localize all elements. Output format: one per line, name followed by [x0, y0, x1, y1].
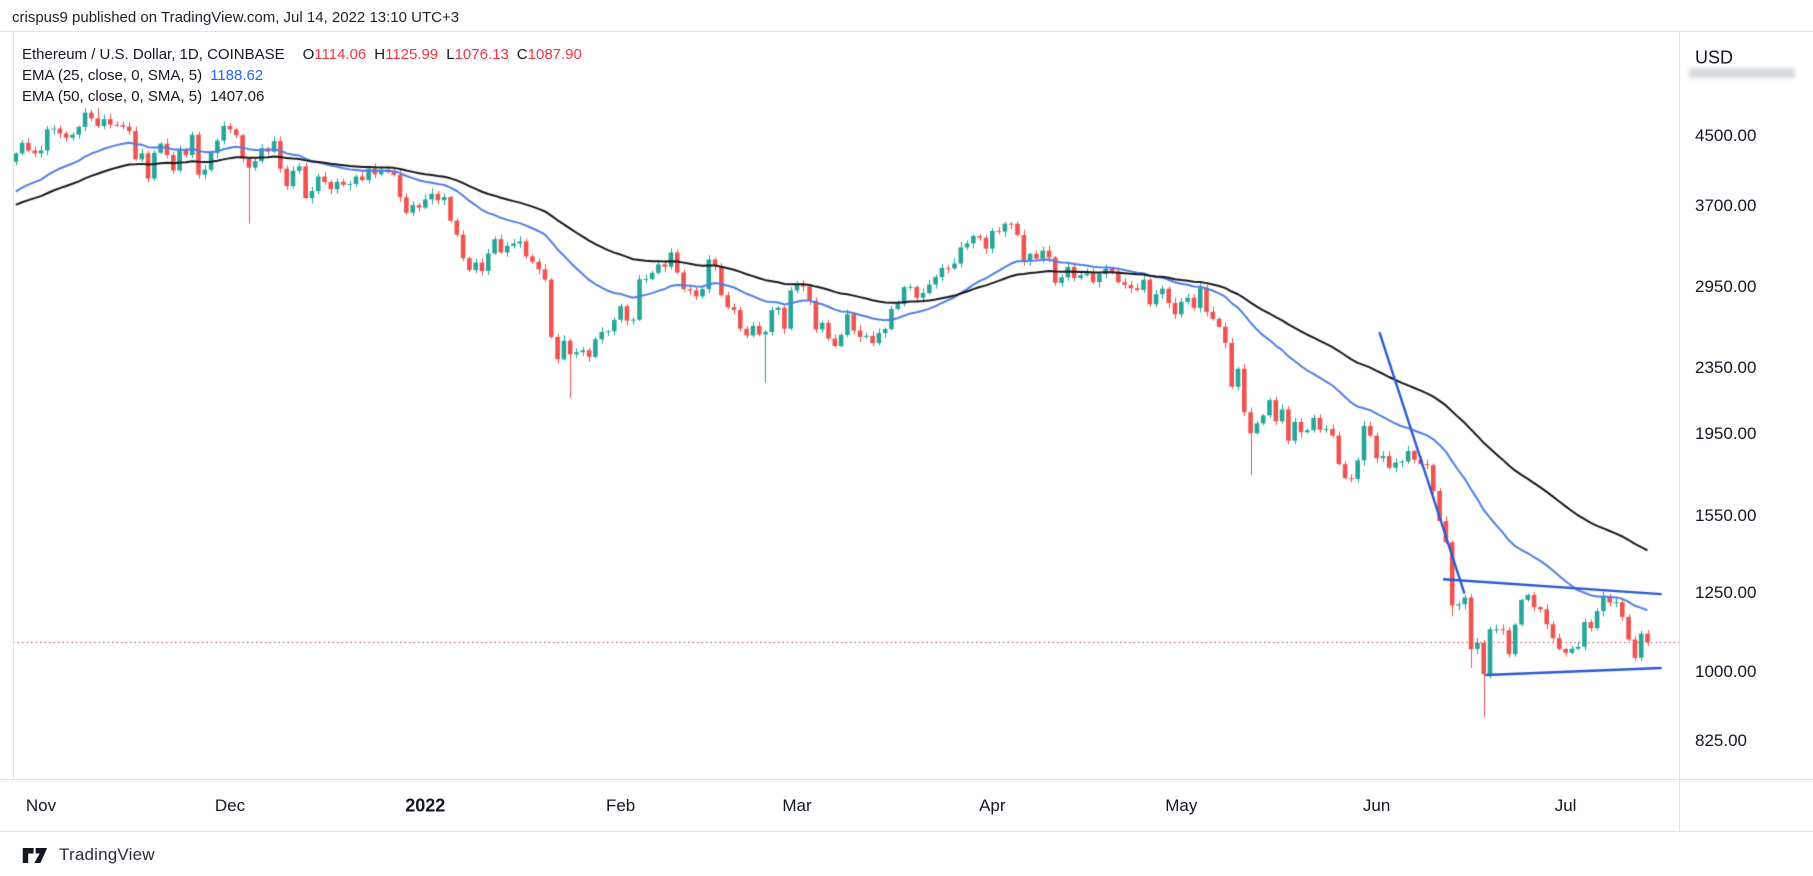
price-axis-divider: [1679, 31, 1680, 831]
price-tick: 825.00: [1695, 730, 1747, 750]
ohlc-low-value: 1076.13: [454, 46, 509, 63]
symbol-title: Ethereum / U.S. Dollar, 1D, COINBASE: [22, 46, 285, 63]
price-axis[interactable]: USD 4500.00 3700.00 2950.00 2350.00 1950.00 1…: [1680, 31, 1813, 779]
price-tick: 1950.00: [1695, 424, 1757, 444]
ema50-title: EMA (50, close, 0, SMA, 5): [22, 88, 203, 105]
legend-row-symbol[interactable]: Ethereum / U.S. Dollar, 1D, COINBASE O111…: [22, 44, 582, 65]
price-tick: 2950.00: [1695, 276, 1757, 296]
ohlc-open-value: 1114.06: [314, 46, 367, 63]
time-label: May: [1165, 795, 1198, 815]
time-axis[interactable]: Nov Dec 2022 Feb Mar Apr May Jun Jul: [0, 780, 1679, 831]
ohlc-high-label: H: [374, 46, 386, 63]
time-label: Mar: [782, 795, 812, 815]
time-label: Feb: [605, 795, 636, 815]
frame-border-left: [13, 31, 14, 779]
ohlc-low-label: L: [446, 46, 455, 63]
time-label: Jun: [1362, 795, 1391, 815]
ohlc-high-value: 1125.99: [385, 46, 439, 63]
ohlc-close-value: 1087.90: [527, 46, 582, 63]
price-tick: 1000.00: [1695, 662, 1757, 682]
time-label: Dec: [214, 795, 246, 815]
legend-row-ema25[interactable]: EMA (25, close, 0, SMA, 5) 1188.62: [22, 65, 582, 86]
frame-border-top: [0, 31, 1813, 32]
price-tick: 1250.00: [1695, 582, 1757, 602]
time-label: Nov: [25, 795, 57, 815]
chart-legend: Ethereum / U.S. Dollar, 1D, COINBASE O111…: [22, 44, 582, 107]
time-label: Apr: [979, 795, 1006, 815]
price-tick: 1550.00: [1695, 506, 1757, 526]
price-tick: 3700.00: [1695, 195, 1757, 215]
time-axis-divider: [0, 779, 1813, 780]
time-label: 2022: [405, 795, 446, 815]
legend-row-ema50[interactable]: EMA (50, close, 0, SMA, 5) 1407.06: [22, 86, 582, 107]
ema50-value: 1407.06: [210, 88, 265, 105]
tradingview-logo-icon: [22, 847, 48, 863]
frame-border-bottom: [0, 831, 1813, 832]
tradingview-logo-link[interactable]: TradingView: [22, 845, 155, 865]
currency-label: USD: [1695, 47, 1734, 68]
redacted-price-label: [1689, 68, 1795, 78]
ema25-title: EMA (25, close, 0, SMA, 5): [22, 67, 203, 84]
attribution-text: crispus9 published on TradingView.com, J…: [12, 9, 460, 26]
ohlc-close-label: C: [516, 46, 528, 63]
time-label: Jul: [1554, 795, 1577, 815]
tradingview-logo-text: TradingView: [59, 845, 155, 864]
price-tick: 2350.00: [1695, 357, 1757, 377]
ohlc-open-label: O: [302, 46, 315, 63]
price-tick: 4500.00: [1695, 126, 1757, 146]
ema25-value: 1188.62: [210, 67, 264, 84]
